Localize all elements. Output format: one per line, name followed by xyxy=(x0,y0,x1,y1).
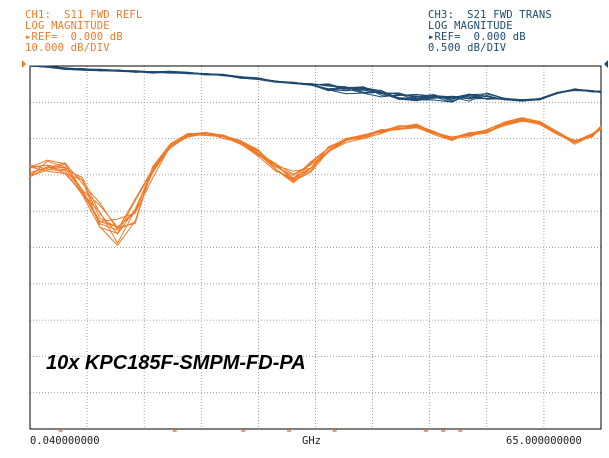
dut-annotation: 10x KPC185F-SMPM-FD-PA xyxy=(46,352,306,374)
s21-trace-10 xyxy=(30,65,602,102)
ch1-format: LOG MAGNITUDE xyxy=(25,20,110,32)
ch1-header: CH1: S11 FWD REFL LOG MAGNITUDE ▸REF= 0.… xyxy=(25,10,142,54)
s11-trace-9 xyxy=(29,117,602,244)
ch1-scale: 10.000 dB/DIV xyxy=(25,42,110,54)
ch3-scale: 0.500 dB/DIV xyxy=(428,42,507,54)
s11-trace-7 xyxy=(29,120,602,228)
traces xyxy=(29,65,602,246)
x-stop-label: 65.000000000 xyxy=(506,435,582,447)
s21-trace-9 xyxy=(29,65,602,101)
ch1-ref: ▸REF= 0.000 dB xyxy=(25,31,123,43)
ch3-title: CH3: S21 FWD TRANS xyxy=(428,9,552,21)
ch1-title: CH1: S11 FWD REFL xyxy=(25,9,143,21)
s11-trace-8 xyxy=(29,117,602,234)
ch3-format: LOG MAGNITUDE xyxy=(428,20,513,32)
s11-trace-4 xyxy=(29,119,602,223)
plot-frame xyxy=(29,65,602,430)
ch1-ref-marker xyxy=(22,60,26,68)
x-unit-label: GHz xyxy=(302,435,321,447)
ch3-header: CH3: S21 FWD TRANS LOG MAGNITUDE ▸REF= 0… xyxy=(428,10,552,54)
s11-trace-10 xyxy=(29,120,602,228)
x-start-label: 0.040000000 xyxy=(30,435,100,447)
ch3-ref: ▸REF= 0.000 dB xyxy=(428,31,526,43)
ch3-ref-marker xyxy=(604,60,608,68)
s11-trace-5 xyxy=(29,117,602,231)
